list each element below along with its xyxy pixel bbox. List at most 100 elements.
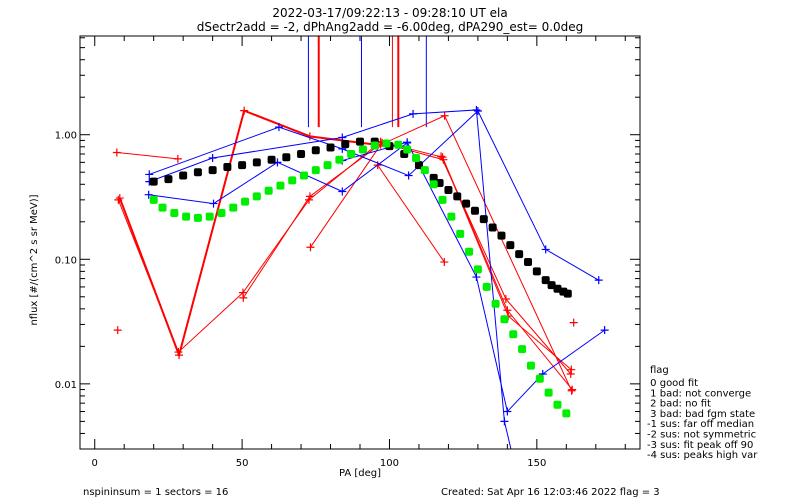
series-line-blue-a xyxy=(149,110,599,281)
fit-green-point-17 xyxy=(347,150,356,159)
legend-entry: 2 bad: no fit xyxy=(647,399,711,410)
data-point-blue-b-5 xyxy=(500,417,509,426)
fit-green-point-24 xyxy=(420,166,429,175)
footer-left: nspininsum = 1 sectors = 16 xyxy=(83,487,228,498)
fit-green-point-11 xyxy=(276,181,285,190)
data-point-blue-a-1 xyxy=(274,123,283,132)
data-point-blue-c-1 xyxy=(209,199,218,208)
fit-green-point-14 xyxy=(311,166,320,175)
fit-green-point-12 xyxy=(288,176,297,185)
fit-black-point-29 xyxy=(515,250,524,259)
data-point-blue-d-2 xyxy=(472,273,481,282)
series-line-red-e xyxy=(377,164,445,263)
fit-green-point-0 xyxy=(149,195,158,204)
fit-green-point-1 xyxy=(158,203,167,212)
fit-black-point-31 xyxy=(532,267,541,276)
axes: 0 50 100 150 0.01 0.10 1.00 xyxy=(55,35,641,469)
fit-green-point-22 xyxy=(403,145,412,154)
legend-entry: 1 bad: not converge xyxy=(647,388,751,399)
fit-green-point-28 xyxy=(456,229,465,238)
fit-black-point-25 xyxy=(479,215,488,224)
data-point-blue-b-4 xyxy=(472,105,481,114)
fit-green-point-4 xyxy=(193,213,202,222)
data-point-blue-c-0 xyxy=(144,190,153,199)
fit-green-point-16 xyxy=(335,155,344,164)
fit-green-point-13 xyxy=(300,171,308,180)
fit-black-point-5 xyxy=(223,163,232,172)
data-point-red-thick-0 xyxy=(115,194,124,203)
data-point-red-thick-2 xyxy=(240,106,249,115)
data-point-red-f-1 xyxy=(501,294,510,303)
x-tick-label-100: 100 xyxy=(380,458,399,469)
fit-green-point-20 xyxy=(382,139,391,148)
fit-green-point-30 xyxy=(473,265,482,274)
data-point-blue-a-4 xyxy=(473,107,482,116)
legend-title: flag xyxy=(650,365,669,376)
data-point-blue-b-2 xyxy=(338,133,347,142)
series-line-red-a xyxy=(116,151,178,160)
data-point-blue-a-0 xyxy=(145,170,154,179)
fit-black-point-11 xyxy=(311,146,320,155)
data-point-blue-b-6 xyxy=(509,455,517,463)
series-line-red-f xyxy=(440,156,572,375)
x-tick-label-150: 150 xyxy=(527,458,546,469)
data-point-red-d-0 xyxy=(306,243,315,252)
fit-green-point-7 xyxy=(229,203,238,212)
fit-black-point-27 xyxy=(497,231,506,240)
fit-black-point-24 xyxy=(470,206,479,215)
y-tick-label-1.00: 1.00 xyxy=(55,131,77,142)
fit-green-point-8 xyxy=(241,197,250,206)
y-tick-label-0.10: 0.10 xyxy=(55,255,77,266)
fit-black-point-22 xyxy=(453,192,462,201)
plot-frame xyxy=(79,35,641,450)
legend-entry: -3 sus: fit peak off 90 xyxy=(647,440,753,451)
data-point-blue-d-5 xyxy=(600,326,609,335)
fit-green-point-23 xyxy=(412,154,420,163)
legend-entry: -4 sus: peaks high var xyxy=(647,450,758,461)
legend-entry: -1 sus: far off median xyxy=(647,419,754,430)
fit-green-point-18 xyxy=(358,145,367,154)
y-tick-label-0.01: 0.01 xyxy=(55,380,77,391)
fit-black-point-2 xyxy=(179,171,188,180)
x-tick-label-50: 50 xyxy=(236,458,249,469)
plot-area xyxy=(112,36,609,463)
fit-green-point-33 xyxy=(500,315,509,324)
fit-green-point-29 xyxy=(465,247,474,256)
chart-title: 2022-03-17/09:22:13 - 09:28:10 UT ela xyxy=(272,6,507,20)
fit-black-point-9 xyxy=(282,153,291,162)
data-point-blue-a-3 xyxy=(404,171,413,180)
data-point-red-f-2 xyxy=(566,369,575,378)
data-point-red-c-0 xyxy=(239,293,248,302)
fit-black-point-19 xyxy=(429,173,438,182)
data-point-blue-b-1 xyxy=(208,154,217,163)
fit-black-point-4 xyxy=(208,166,217,175)
fit-black-point-10 xyxy=(297,150,306,159)
data-point-blue-b-3 xyxy=(409,109,418,118)
fit-black-point-26 xyxy=(488,223,497,232)
fit-black-point-21 xyxy=(444,185,453,194)
fit-black-point-23 xyxy=(462,199,471,208)
data-point-blue-c-3 xyxy=(338,187,347,196)
fit-black-point-0 xyxy=(149,177,158,186)
x-axis-label: PA [deg] xyxy=(339,468,381,479)
data-point-blue-d-3 xyxy=(503,407,512,416)
fit-black-point-32 xyxy=(541,276,550,285)
fit-green-point-5 xyxy=(205,212,214,221)
fit-green-point-38 xyxy=(544,388,553,397)
series-line-red-d xyxy=(310,115,573,391)
plot-clip-group xyxy=(112,36,609,463)
legend: 0 good fit 1 bad: not converge 2 bad: no… xyxy=(647,378,758,461)
fit-black-point-12 xyxy=(326,143,335,152)
fit-green-point-40 xyxy=(562,409,571,418)
data-point-red-isolated-1 xyxy=(569,318,578,327)
fit-green-point-31 xyxy=(482,282,491,291)
legend-entry: 3 bad: bad fgm state xyxy=(647,409,755,420)
fit-green-point-9 xyxy=(252,192,261,201)
fit-green-point-3 xyxy=(182,212,191,221)
fit-green-point-6 xyxy=(217,209,226,218)
chart-subtitle: dSectr2add = -2, dPhAng2add = -6.00deg, … xyxy=(197,20,584,34)
fit-black-point-30 xyxy=(524,258,532,267)
data-point-red-d-2 xyxy=(440,111,449,120)
data-point-red-c-1 xyxy=(305,192,314,201)
fit-black-point-7 xyxy=(252,158,261,167)
